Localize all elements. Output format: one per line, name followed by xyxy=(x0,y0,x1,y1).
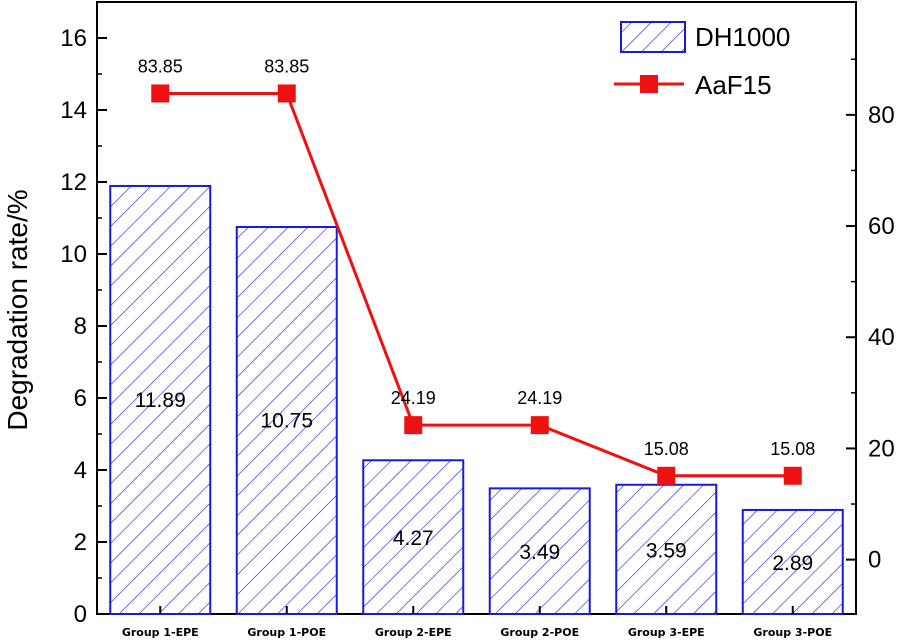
line-point xyxy=(151,84,170,103)
bar-value-label: 3.59 xyxy=(646,539,687,562)
y-left-tick-label: 14 xyxy=(60,97,87,124)
legend-bar-label: DH1000 xyxy=(695,22,790,52)
point-value-label: 15.08 xyxy=(770,439,815,459)
axes: 0 2 4 6 8 10 12 14 16 0 20 40 60 80 Group 1-EPE Group 1… xyxy=(60,25,894,639)
legend: DH1000 AaF15 xyxy=(614,21,790,100)
plot-border xyxy=(96,1,857,615)
y-left-tick-label: 8 xyxy=(74,313,87,340)
line-point xyxy=(783,466,802,485)
point-value-label: 24.19 xyxy=(517,388,562,408)
line-path xyxy=(160,91,793,478)
bar xyxy=(488,487,591,615)
y-left-tick-label: 10 xyxy=(60,241,87,268)
bar xyxy=(741,508,844,615)
x-tick-label: Group 2-EPE xyxy=(375,626,452,639)
legend-line-label: AaF15 xyxy=(695,70,772,100)
y-left-tick-label: 6 xyxy=(74,385,87,412)
bar xyxy=(235,226,338,615)
y-right-tick-label: 40 xyxy=(868,324,895,351)
bar xyxy=(362,459,465,615)
line-point xyxy=(657,466,676,485)
line-series xyxy=(151,84,802,485)
plot-frame xyxy=(96,1,857,615)
y-right-tick-label: 60 xyxy=(868,213,895,240)
y-axis-title: Degradation rate/% xyxy=(2,189,33,430)
bar-value-label: 4.27 xyxy=(393,527,434,550)
point-value-label: 83.85 xyxy=(264,56,309,76)
y-left-tick-label: 16 xyxy=(60,25,87,52)
bar-value-label: 2.89 xyxy=(772,552,813,575)
line-point xyxy=(277,84,296,103)
point-value-label: 15.08 xyxy=(644,439,689,459)
y-right-tick-label: 20 xyxy=(868,435,895,462)
bar-value-label: 3.49 xyxy=(519,541,560,564)
x-tick-label: Group 3-EPE xyxy=(628,626,705,639)
point-value-label: 24.19 xyxy=(391,388,436,408)
y-left-tick-label: 4 xyxy=(74,457,87,484)
x-tick-label: Group 1-EPE xyxy=(122,626,199,639)
x-tick-label: Group 2-POE xyxy=(500,626,579,639)
legend-line-marker xyxy=(640,75,658,93)
line-point xyxy=(530,416,549,435)
y-left-tick-label: 2 xyxy=(74,529,87,556)
y-left-tick-label: 0 xyxy=(74,601,87,628)
point-value-label: 83.85 xyxy=(138,56,183,76)
bar-series xyxy=(109,184,844,616)
bar-value-label: 10.75 xyxy=(260,410,313,433)
y-right-tick-label: 0 xyxy=(868,547,881,574)
legend-bar-swatch xyxy=(620,21,686,53)
line-point xyxy=(404,416,423,435)
y-right-tick-label: 80 xyxy=(868,102,895,129)
bar-value-label: 11.89 xyxy=(135,389,186,412)
x-tick-label: Group 3-POE xyxy=(753,626,832,639)
x-tick-label: Group 1-POE xyxy=(247,626,326,639)
y-left-tick-label: 12 xyxy=(60,169,87,196)
data-labels: 11.89 10.75 4.27 3.49 3.59 2.89 83.85 83.85 24.1… xyxy=(135,56,816,575)
